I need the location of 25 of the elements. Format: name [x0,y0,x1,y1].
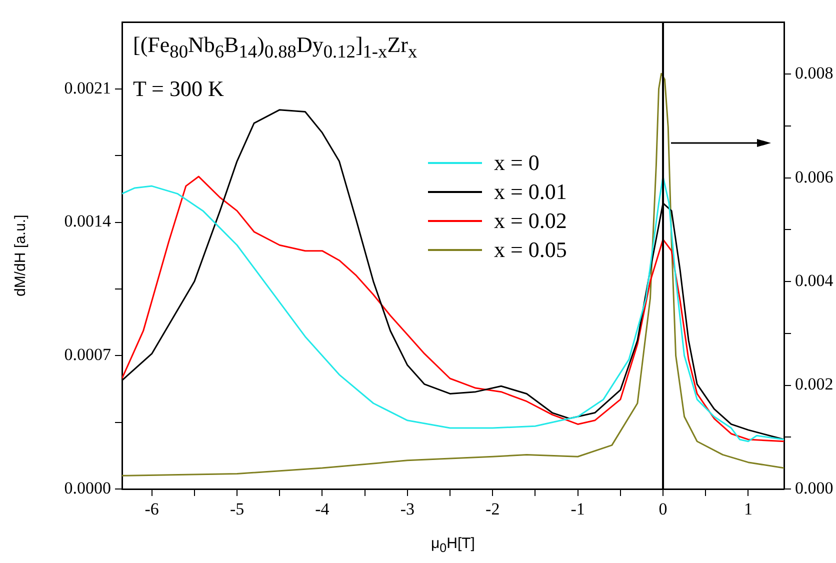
y-tick-label: 0.0021 [64,78,111,98]
text: [(Fe$_{80}$Nb$_{6}$B$_{14}$)$_{0.88}$Dy$_{0.12}$]$_{1-x}$Zr$_{x}$ [133,32,418,62]
y2-tick-label: 0.006 [795,167,834,186]
y2-tick-label: 0.008 [795,64,834,83]
y2-tick-label: 0.002 [795,374,834,394]
y-axis-title: dM/dH [a.u.] [12,214,30,296]
x-tick-label: -2 [486,500,500,519]
legend-label: x = 0.02 [494,208,567,234]
y2-tick-label: 0.000 [795,478,834,498]
legend-label: x = 0.01 [494,178,567,204]
x-axis-title: μ$_{0}$H[T] [431,535,475,555]
x-tick-label: -5 [230,500,244,519]
x-tick-label: -1 [570,500,585,519]
x-tick-label: -6 [144,500,159,519]
legend-label: x = 0 [494,150,540,176]
legend-label: x = 0.05 [494,236,567,262]
x-tick-label: -3 [400,500,415,519]
annotation: T = 300 K [133,76,224,102]
y2-tick-label: 0.004 [795,271,834,290]
y-tick-label: 0.0007 [64,345,112,364]
x-tick-label: 1 [744,500,752,519]
y-tick-label: 0.0014 [64,212,112,231]
x-tick-label: -4 [315,500,330,519]
x-tick-label: 0 [658,500,668,519]
y-tick-label: 0.0000 [64,478,111,498]
